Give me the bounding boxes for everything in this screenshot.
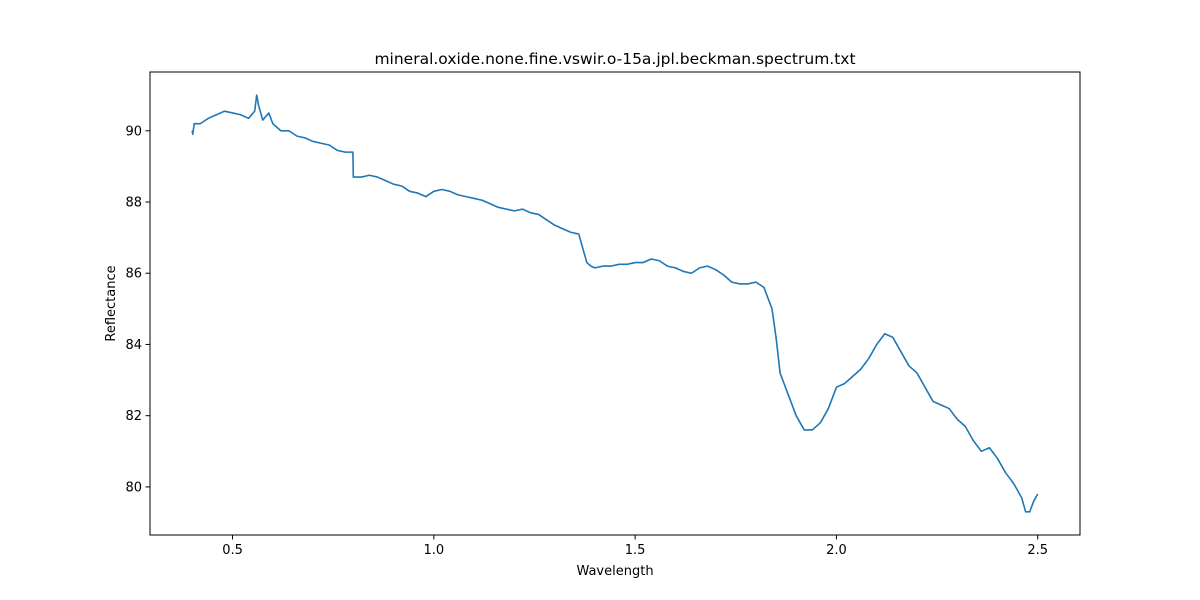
x-tick-label: 0.5 bbox=[222, 543, 243, 558]
series-line-0 bbox=[191, 94, 1039, 513]
x-axis: 0.5 1.0 1.5 2.0 2.5 bbox=[222, 535, 1048, 558]
y-axis-label: Reflectance bbox=[104, 265, 119, 341]
chart-title: mineral.oxide.none.fine.vswir.o-15a.jpl.… bbox=[374, 50, 855, 68]
y-tick-label: 88 bbox=[125, 195, 142, 210]
y-tick-label: 86 bbox=[125, 267, 142, 282]
plot-frame bbox=[149, 71, 1081, 536]
plot-area bbox=[191, 94, 1039, 513]
y-tick-label: 90 bbox=[125, 124, 142, 139]
y-axis: 80 82 84 86 88 90 bbox=[125, 124, 150, 495]
x-tick-label: 1.0 bbox=[423, 543, 444, 558]
x-axis-label: Wavelength bbox=[576, 564, 653, 579]
y-tick-label: 80 bbox=[125, 480, 142, 495]
x-tick-label: 2.5 bbox=[1027, 543, 1048, 558]
y-tick-label: 82 bbox=[125, 409, 142, 424]
x-tick-label: 2.0 bbox=[826, 543, 847, 558]
x-tick-label: 1.5 bbox=[625, 543, 646, 558]
y-tick-label: 84 bbox=[125, 338, 142, 353]
